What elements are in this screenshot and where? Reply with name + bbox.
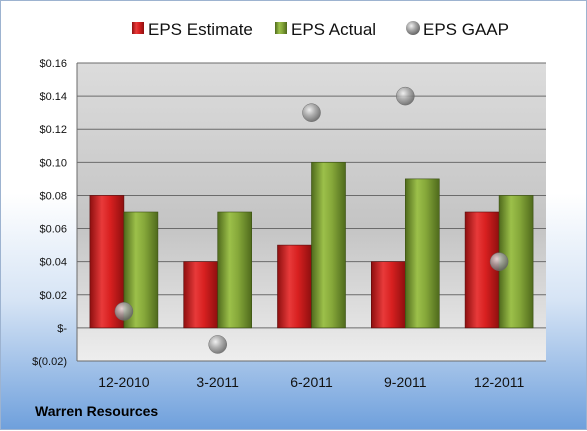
x-tick-label: 6-2011 [290,374,333,390]
plot-area: $0.16 $0.14 $0.12 $0.10 $0.08 $0.06 $0.04 $0.02… [32,58,546,390]
marker-eps-gaap [396,86,415,106]
legend: EPS Estimate EPS Actual EPS GAAP [132,20,509,39]
y-tick-label: $0.02 [39,290,67,302]
y-tick-label: $(0.02) [32,356,67,368]
bar-eps-estimate [464,211,500,329]
marker-eps-gaap [208,335,227,354]
bar-eps-estimate [183,261,218,329]
legend-swatch [406,21,420,35]
legend-label: EPS Estimate [148,20,253,39]
bar-eps-estimate [277,244,312,329]
y-tick-label: $0.06 [39,224,67,236]
x-tick-label: 9-2011 [384,374,427,390]
y-tick-label: $0.16 [39,58,67,70]
legend-label: EPS GAAP [423,20,509,39]
y-tick-label: $0.04 [39,257,67,269]
bar-eps-estimate [370,261,406,329]
marker-eps-gaap [114,302,134,321]
company-name: Warren Resources [35,403,159,419]
legend-swatch [275,22,287,34]
y-tick-label: $0.12 [39,124,67,136]
y-tick-label: $0.08 [39,190,67,202]
x-tick-label: 12-2011 [474,374,525,390]
y-tick-label: $0.10 [39,157,67,169]
y-tick-label: $- [57,323,67,335]
x-tick-label: 3-2011 [196,374,239,390]
marker-eps-gaap [489,252,509,271]
legend-label: EPS Actual [291,20,376,39]
legend-swatch [132,22,144,34]
x-tick-label: 12-2010 [98,374,150,390]
marker-eps-gaap [302,103,321,122]
y-tick-label: $0.14 [39,91,67,103]
bar-eps-actual [404,178,440,329]
bar-eps-actual [311,162,346,329]
bar-eps-actual [217,211,252,329]
